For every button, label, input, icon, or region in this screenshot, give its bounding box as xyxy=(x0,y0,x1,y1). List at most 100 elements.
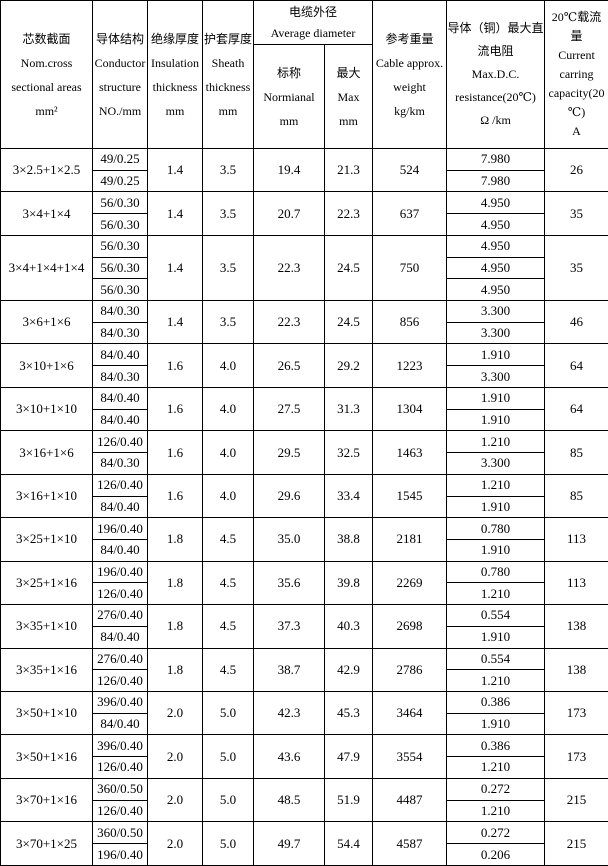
cell-sheath-thickness: 4.5 xyxy=(202,604,254,649)
header-line: 芯数截面 xyxy=(22,31,71,46)
header-line: 20℃载流 xyxy=(551,10,602,24)
cell-resistance: 4.950 xyxy=(446,278,546,302)
table-row: 84/0.30 3.300 xyxy=(1,452,608,475)
cell-weight: 1304 xyxy=(372,386,448,432)
header-line: kg/km xyxy=(394,103,425,118)
cell-conductor-structure: 84/0.40 xyxy=(92,712,148,736)
cell-cross-section: 3×35+1×10 xyxy=(0,604,93,649)
table-row: 3×50+1×16 396/0.40 2.0 5.0 43.6 47.9 3554 0.386… xyxy=(0,734,608,779)
table-row: 3×35+1×16 276/0.40 1.8 4.5 38.7 42.9 2786 0.554… xyxy=(0,647,608,692)
cell-diameter-nominal: 49.7 xyxy=(253,821,325,866)
table-row: 3×35+1×10 276/0.40 1.8 4.5 37.3 40.3 2698 0.554… xyxy=(0,604,608,649)
cell-weight: 3554 xyxy=(372,734,448,779)
header-line: Sheath xyxy=(211,55,245,70)
cell-capacity: 215 xyxy=(544,777,608,823)
cell-sheath-thickness: 5.0 xyxy=(202,734,254,779)
header-line: Max.D.C. xyxy=(471,67,520,81)
table-row: 3×4+1×4+1×4 56/0.30 1.4 3.5 22.3 24.5 750 4.950… xyxy=(0,234,608,302)
cell-capacity: 46 xyxy=(544,300,608,345)
cell-sheath-thickness: 3.5 xyxy=(202,191,254,236)
cell-insulation-thickness: 2.0 xyxy=(147,690,203,736)
table-row: 84/0.30 3.300 xyxy=(1,365,608,388)
cell-capacity: 64 xyxy=(544,386,608,432)
cell-weight: 637 xyxy=(372,191,448,236)
header-line: Cable approx. xyxy=(375,55,444,70)
table-row: 3×25+1×16 196/0.40 1.8 4.5 35.6 39.8 2269 0.780… xyxy=(0,560,608,606)
header-line: capacity(20 xyxy=(548,86,605,100)
cell-cross-section: 3×16+1×10 xyxy=(0,473,93,519)
cell-sheath-thickness: 3.5 xyxy=(202,234,254,302)
cell-diameter-nominal: 26.5 xyxy=(253,343,325,388)
cell-cross-section: 3×25+1×10 xyxy=(0,517,93,562)
header-line: Average diameter xyxy=(270,25,356,40)
cell-diameter-max: 54.4 xyxy=(323,821,374,866)
cell-conductor-structure: 84/0.30 xyxy=(92,300,148,323)
cell-insulation-thickness: 1.4 xyxy=(147,234,203,302)
cell-diameter-nominal: 22.3 xyxy=(253,300,325,345)
cell-diameter-nominal: 22.3 xyxy=(253,234,325,302)
cell-diameter-max: 24.5 xyxy=(323,234,374,302)
cell-diameter-max: 40.3 xyxy=(323,604,374,649)
cell-capacity: 85 xyxy=(544,473,608,519)
cell-conductor-structure: 396/0.40 xyxy=(92,734,148,758)
cell-weight: 2698 xyxy=(372,604,448,649)
cell-insulation-thickness: 1.4 xyxy=(147,147,203,193)
cell-sheath-thickness: 5.0 xyxy=(202,690,254,736)
cell-diameter-max: 45.3 xyxy=(323,690,374,736)
cell-insulation-thickness: 1.8 xyxy=(147,517,203,562)
cell-resistance: 1.910 xyxy=(446,408,546,432)
table-row: 3×10+1×6 84/0.40 1.6 4.0 26.5 29.2 1223 1.910 64 xyxy=(0,343,608,388)
cell-resistance: 1.210 xyxy=(446,430,546,454)
table-row: 3×4+1×4 56/0.30 1.4 3.5 20.7 22.3 637 4.950 35 xyxy=(0,191,608,236)
header-line: mm xyxy=(218,103,238,118)
cell-diameter-max: 31.3 xyxy=(323,386,374,432)
cell-resistance: 1.910 xyxy=(446,538,546,562)
cell-diameter-nominal: 43.6 xyxy=(253,734,325,779)
cell-cross-section: 3×4+1×4+1×4 xyxy=(0,234,93,302)
cell-conductor-structure: 196/0.40 xyxy=(92,843,148,866)
cell-conductor-structure: 84/0.40 xyxy=(92,625,148,649)
header-line: 护套厚度 xyxy=(203,31,252,46)
cell-diameter-max: 39.8 xyxy=(323,560,374,606)
cell-conductor-structure: 49/0.25 xyxy=(92,169,148,193)
cell-resistance: 1.210 xyxy=(446,582,546,606)
cell-insulation-thickness: 1.8 xyxy=(147,647,203,692)
cell-diameter-nominal: 48.5 xyxy=(253,777,325,823)
table-row: 84/0.40 1.910 xyxy=(1,408,608,432)
cell-sheath-thickness: 3.5 xyxy=(202,300,254,345)
header-line: thickness xyxy=(152,79,198,94)
cell-resistance: 0.554 xyxy=(446,647,546,671)
table-row: 3×25+1×10 196/0.40 1.8 4.5 35.0 38.8 2181 0.780… xyxy=(0,517,608,562)
cell-sheath-thickness: 4.0 xyxy=(202,430,254,475)
cell-capacity: 35 xyxy=(544,191,608,236)
cell-conductor-structure: 84/0.40 xyxy=(92,343,148,367)
cell-diameter-max: 38.8 xyxy=(323,517,374,562)
cell-insulation-thickness: 2.0 xyxy=(147,734,203,779)
cell-sheath-thickness: 3.5 xyxy=(202,147,254,193)
header-line: 参考重量 xyxy=(385,31,434,46)
cell-resistance: 7.980 xyxy=(446,148,546,171)
table-row: 56/0.30 4.950 xyxy=(1,213,608,236)
table-header: 芯数截面 Nom.cross sectional areas mm² 导体结构 Cond… xyxy=(0,0,608,149)
cell-conductor-structure: 56/0.30 xyxy=(92,256,148,280)
cell-conductor-structure: 126/0.40 xyxy=(92,473,148,497)
header-line: carring xyxy=(559,67,594,81)
cell-resistance: 7.980 xyxy=(446,169,546,193)
cell-conductor-structure: 126/0.40 xyxy=(92,669,148,692)
cell-cross-section: 3×70+1×25 xyxy=(0,821,93,866)
table-row: 3×16+1×6 126/0.40 1.6 4.0 29.5 32.5 1463 1.210 8… xyxy=(0,430,608,475)
cell-weight: 4487 xyxy=(372,777,448,823)
cell-weight: 524 xyxy=(372,147,448,193)
cell-cross-section: 3×16+1×6 xyxy=(0,430,93,475)
cell-sheath-thickness: 4.5 xyxy=(202,560,254,606)
header-diameter-max: 最大 Max mm xyxy=(323,44,374,149)
header-line: 最大 xyxy=(336,65,361,80)
header-conductor-structure: 导体结构 Conductor structure NO./mm xyxy=(92,0,148,149)
header-line: 导体（铜）最大直 xyxy=(447,21,544,35)
cell-conductor-structure: 49/0.25 xyxy=(92,148,148,171)
header-line: Nom.cross xyxy=(20,55,73,70)
table-row: 3×6+1×6 84/0.30 1.4 3.5 22.3 24.5 856 3.300 46 xyxy=(0,300,608,345)
cell-resistance: 1.210 xyxy=(446,473,546,497)
